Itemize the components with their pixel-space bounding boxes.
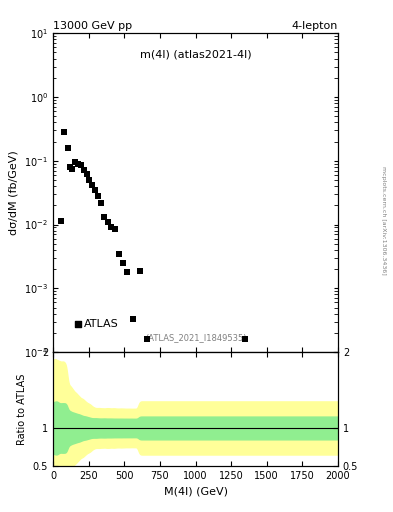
Point xyxy=(108,223,115,231)
Point xyxy=(81,166,87,174)
Point xyxy=(86,176,92,184)
Point xyxy=(83,170,90,178)
Point xyxy=(92,186,98,194)
Point xyxy=(137,266,143,274)
Text: (ATLAS_2021_I1849535): (ATLAS_2021_I1849535) xyxy=(145,333,246,343)
Text: mcplots.cern.ch [arXiv:1306.3436]: mcplots.cern.ch [arXiv:1306.3436] xyxy=(381,166,386,274)
Point xyxy=(101,213,108,221)
Point xyxy=(67,163,73,171)
Point xyxy=(65,144,71,152)
Y-axis label: dσ/dM (fb/GeV): dσ/dM (fb/GeV) xyxy=(8,151,18,235)
Point xyxy=(61,128,68,136)
Text: ATLAS: ATLAS xyxy=(84,318,119,329)
Point xyxy=(69,165,75,173)
Point xyxy=(75,319,81,328)
Point xyxy=(105,218,111,226)
Text: m(4l) (atlas2021-4l): m(4l) (atlas2021-4l) xyxy=(140,49,252,59)
Point xyxy=(58,217,64,225)
Point xyxy=(116,249,122,258)
Point xyxy=(95,192,101,200)
X-axis label: M(4l) (GeV): M(4l) (GeV) xyxy=(163,486,228,496)
Text: 4-lepton: 4-lepton xyxy=(292,21,338,31)
Point xyxy=(72,158,78,166)
Point xyxy=(112,225,118,233)
Point xyxy=(120,259,126,267)
Point xyxy=(242,335,248,343)
Point xyxy=(144,335,150,343)
Y-axis label: Ratio to ATLAS: Ratio to ATLAS xyxy=(17,373,27,445)
Text: 13000 GeV pp: 13000 GeV pp xyxy=(53,21,132,31)
Point xyxy=(89,181,95,189)
Point xyxy=(124,268,130,276)
Point xyxy=(130,315,136,323)
Point xyxy=(78,161,84,169)
Point xyxy=(97,199,104,207)
Point xyxy=(75,160,81,168)
